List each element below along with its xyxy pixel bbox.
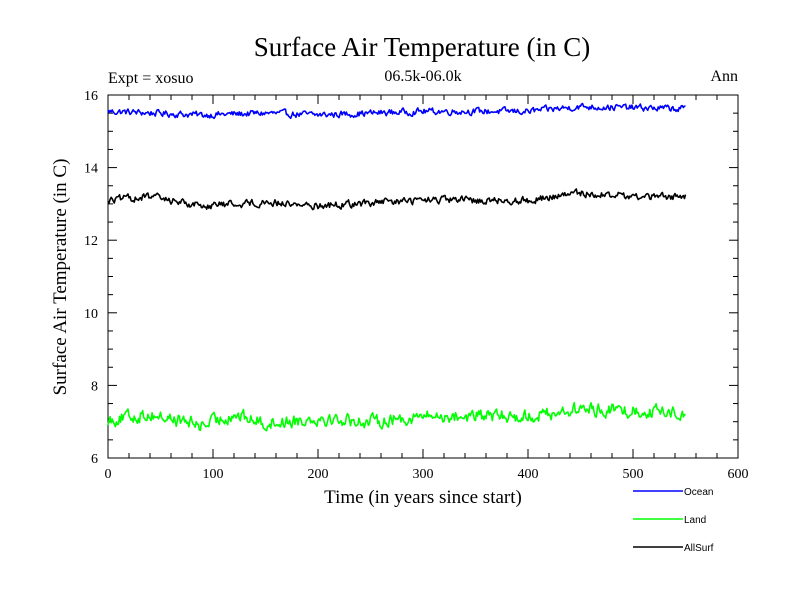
y-tick-label: 10 (84, 307, 98, 322)
legend-label-allsurf: AllSurf (684, 543, 714, 554)
x-tick-label: 400 (518, 467, 539, 482)
series-line-allsurf (107, 188, 687, 211)
x-tick-label: 200 (308, 467, 329, 482)
axis-ticks: 0 100 200 300 400 500 600 6 8 10 12 14 16 (84, 89, 749, 482)
chart-title: Surface Air Temperature (in C) (254, 32, 591, 62)
series-line-land (107, 401, 686, 432)
y-tick-label: 6 (91, 452, 98, 467)
series-lines (107, 102, 687, 432)
x-tick-label: 300 (413, 467, 434, 482)
legend: Ocean Land AllSurf (633, 487, 714, 554)
plot-frame (107, 94, 739, 459)
y-tick-label: 14 (84, 162, 98, 177)
y-tick-label: 8 (91, 379, 98, 394)
subtitle-center: 06.5k-06.0k (384, 68, 461, 85)
y-axis-label: Surface Air Temperature (in C) (50, 159, 71, 396)
x-tick-label: 500 (623, 467, 644, 482)
x-tick-label: 600 (728, 467, 749, 482)
x-tick-label: 100 (203, 467, 224, 482)
x-tick-label: 0 (105, 467, 112, 482)
legend-label-ocean: Ocean (684, 487, 713, 498)
y-tick-label: 12 (84, 234, 98, 249)
legend-label-land: Land (684, 515, 706, 526)
subtitle-right: Ann (710, 68, 738, 85)
y-tick-label: 16 (84, 89, 98, 104)
x-axis-label: Time (in years since start) (324, 487, 522, 508)
subtitle-left: Expt = xosuo (108, 70, 193, 87)
series-line-ocean (107, 102, 686, 120)
